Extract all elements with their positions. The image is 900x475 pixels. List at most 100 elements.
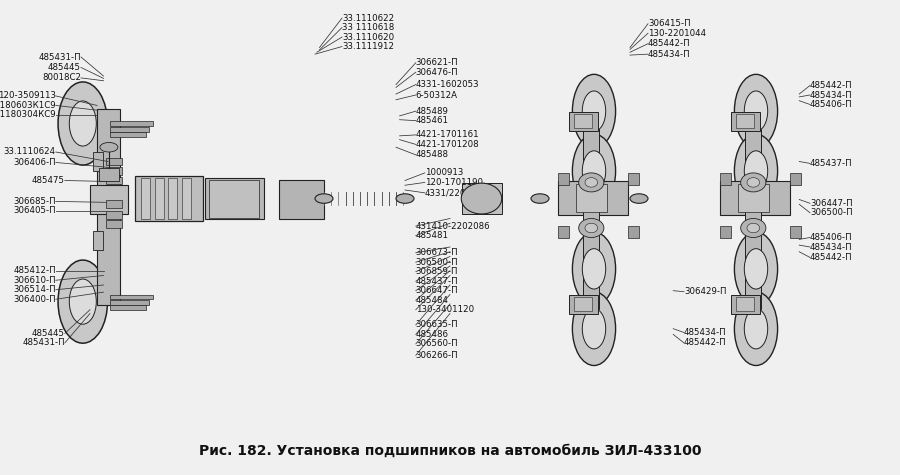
Text: 485481: 485481 [416, 231, 449, 240]
Bar [628, 226, 639, 238]
Ellipse shape [744, 151, 768, 191]
Ellipse shape [747, 223, 760, 233]
Bar [574, 297, 592, 311]
Bar [720, 226, 731, 238]
Text: 485486: 485486 [416, 330, 449, 339]
Bar [558, 226, 569, 238]
Bar [569, 294, 598, 314]
Bar [106, 177, 122, 184]
Text: 485484: 485484 [416, 296, 449, 304]
Ellipse shape [58, 82, 108, 165]
Bar [628, 173, 639, 185]
Text: 306610-П: 306610-П [14, 276, 56, 285]
Text: 33.1110622: 33.1110622 [342, 14, 394, 22]
Text: 485412-П: 485412-П [14, 266, 56, 275]
Text: 306560-П: 306560-П [416, 340, 458, 348]
Bar [110, 132, 146, 137]
Bar [106, 200, 122, 208]
Bar [104, 187, 783, 202]
Text: 306859-П: 306859-П [416, 267, 458, 276]
Bar [731, 294, 760, 314]
Circle shape [396, 194, 414, 203]
Text: 6-1180304КС9: 6-1180304КС9 [0, 111, 56, 119]
Bar [106, 167, 122, 175]
Bar [106, 211, 122, 218]
Bar [790, 173, 801, 185]
Bar [576, 184, 607, 212]
Circle shape [315, 194, 333, 203]
Bar [104, 208, 783, 223]
Text: 485461: 485461 [416, 116, 449, 125]
Text: 485475: 485475 [32, 176, 65, 185]
Ellipse shape [582, 249, 606, 289]
Text: 485406-П: 485406-П [810, 100, 852, 109]
Circle shape [531, 194, 549, 203]
Text: 306685-П: 306685-П [14, 197, 56, 206]
Text: 33.1110620: 33.1110620 [342, 33, 394, 41]
Ellipse shape [747, 178, 760, 187]
Text: 306400-П: 306400-П [14, 295, 56, 304]
Text: 33.1111912: 33.1111912 [342, 42, 394, 51]
Text: 6-180603К1С9: 6-180603К1С9 [0, 101, 56, 110]
Bar [110, 305, 146, 310]
Ellipse shape [572, 292, 616, 366]
Bar [209, 180, 259, 218]
Bar [558, 173, 569, 185]
Text: 130-2201044: 130-2201044 [648, 29, 706, 38]
Bar [720, 173, 731, 185]
Text: 306266-П: 306266-П [416, 351, 458, 360]
Ellipse shape [734, 232, 778, 306]
Bar [106, 158, 122, 165]
Ellipse shape [582, 151, 606, 191]
Text: 306621-П: 306621-П [416, 58, 458, 67]
Text: 4331-1602053: 4331-1602053 [416, 80, 480, 89]
Ellipse shape [69, 279, 96, 324]
Text: 306476-П: 306476-П [416, 68, 458, 76]
Text: 485437-П: 485437-П [810, 159, 852, 168]
Text: 485434-П: 485434-П [810, 91, 852, 99]
Text: 306635-П: 306635-П [416, 321, 458, 329]
Circle shape [630, 194, 648, 203]
Text: 485445: 485445 [32, 329, 65, 338]
Bar [736, 114, 754, 128]
Ellipse shape [579, 173, 604, 192]
Text: 485488: 485488 [416, 151, 449, 159]
Ellipse shape [744, 91, 768, 131]
Ellipse shape [572, 74, 616, 148]
Bar [569, 112, 598, 131]
Ellipse shape [744, 309, 768, 349]
Bar [738, 184, 769, 212]
Text: 4421-1701161: 4421-1701161 [416, 131, 480, 139]
Text: 485431-П: 485431-П [22, 339, 65, 347]
Bar [99, 168, 119, 181]
Ellipse shape [572, 232, 616, 306]
Ellipse shape [461, 183, 502, 214]
Text: 306447-П: 306447-П [810, 199, 852, 208]
Ellipse shape [582, 309, 606, 349]
Text: 431410-2202086: 431410-2202086 [416, 222, 490, 230]
Text: 485431-П: 485431-П [39, 53, 81, 61]
Text: 306406-П: 306406-П [14, 158, 56, 167]
Text: 1000913: 1000913 [425, 169, 464, 177]
Ellipse shape [572, 134, 616, 208]
Ellipse shape [734, 134, 778, 208]
Ellipse shape [582, 91, 606, 131]
Text: 306500-П: 306500-П [416, 258, 458, 266]
Bar [135, 176, 202, 221]
Ellipse shape [58, 260, 108, 343]
Bar [462, 183, 502, 214]
Bar [110, 121, 153, 126]
Ellipse shape [585, 178, 598, 187]
Bar [574, 114, 592, 128]
Ellipse shape [744, 249, 768, 289]
Ellipse shape [741, 218, 766, 238]
Bar [155, 178, 164, 219]
Text: Рис. 182. Установка подшипников на автомобиль ЗИЛ-433100: Рис. 182. Установка подшипников на автом… [199, 443, 701, 457]
Text: 306673-П: 306673-П [416, 248, 458, 257]
Text: 485437-П: 485437-П [416, 277, 458, 285]
Bar [558, 181, 628, 215]
Bar [110, 300, 149, 305]
Text: 306429-П: 306429-П [684, 287, 726, 296]
Text: 485434-П: 485434-П [810, 243, 852, 251]
Text: 306405-П: 306405-П [14, 207, 56, 215]
